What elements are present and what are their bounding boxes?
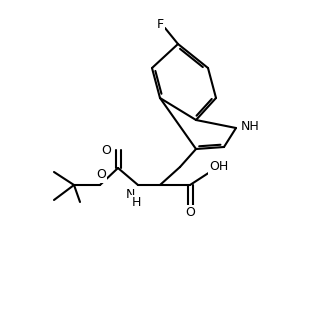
Text: O: O: [96, 169, 106, 182]
Text: OH: OH: [209, 160, 229, 174]
Text: F: F: [156, 17, 164, 30]
Text: N: N: [125, 188, 135, 202]
Text: NH: NH: [241, 119, 259, 133]
Text: O: O: [185, 207, 195, 219]
Text: O: O: [101, 144, 111, 156]
Text: H: H: [131, 196, 141, 210]
